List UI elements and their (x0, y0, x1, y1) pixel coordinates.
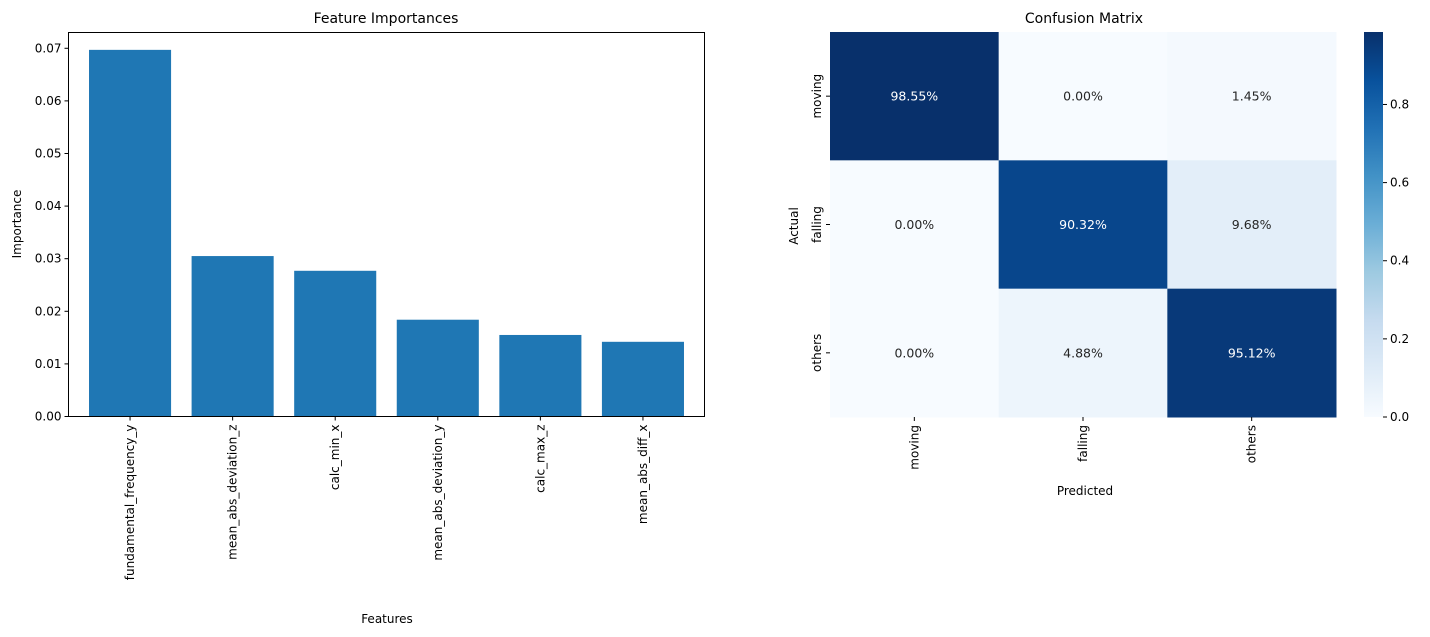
x-tick-label: calc_min_x (328, 425, 342, 491)
heatmap-cell (830, 288, 1000, 418)
bar-fundamental_frequency_y (89, 49, 172, 417)
bar-calc_min_x (294, 270, 377, 417)
heatmap-cell-label: 0.00% (894, 217, 934, 232)
heatmap-cell-label: 0.00% (1063, 89, 1103, 104)
heatmap-cell-label: 90.32% (1059, 217, 1107, 232)
colorbar-tick-label: 0.0 (1390, 410, 1409, 424)
bar-chart-xlabel: Features (361, 612, 413, 626)
heatmap-y-tick-label: moving (810, 74, 824, 119)
y-tick-label: 0.01 (35, 357, 62, 371)
heatmap-title: Confusion Matrix (1025, 11, 1143, 27)
heatmap-cell-label: 1.45% (1232, 89, 1272, 104)
y-tick-label: 0.03 (35, 252, 62, 266)
x-tick-label: mean_abs_diff_x (636, 425, 650, 525)
bar-mean_abs_deviation_z (191, 256, 274, 417)
heatmap-cell-label: 95.12% (1228, 345, 1276, 360)
heatmap-cell (998, 160, 1168, 290)
heatmap-xlabel: Predicted (1057, 484, 1113, 498)
heatmap-cell (1167, 32, 1337, 161)
colorbar-tick-label: 0.6 (1390, 176, 1409, 190)
x-tick-label: fundamental_frequency_y (123, 425, 137, 581)
heatmap-cell (998, 288, 1168, 418)
colorbar (1364, 32, 1383, 417)
colorbar-tick-label: 0.2 (1390, 332, 1409, 346)
heatmap-y-tick-label: others (810, 334, 824, 372)
heatmap-cell (1167, 288, 1337, 418)
feature-importances-chart: Feature Importances 0.00 0.01 0.02 0.03 0.04… (10, 11, 705, 626)
heatmap-cell-label: 98.55% (890, 89, 938, 104)
heatmap-cell (830, 32, 1000, 161)
heatmap-ylabel: Actual (787, 207, 801, 245)
heatmap-cell-label: 4.88% (1063, 345, 1103, 360)
heatmap-x-tick-label: others (1245, 425, 1259, 463)
heatmap-cell-label: 9.68% (1232, 217, 1272, 232)
heatmap-cell (830, 160, 1000, 290)
y-tick-label: 0.02 (35, 304, 62, 318)
y-tick-label: 0.07 (35, 41, 62, 55)
heatmap-y-tick-label: falling (810, 206, 824, 243)
bar-mean_abs_deviation_y (396, 319, 479, 417)
bar-chart-title: Feature Importances (314, 11, 459, 27)
heatmap-cell (1167, 160, 1337, 290)
colorbar-tick-label: 0.8 (1390, 97, 1409, 111)
bar-chart-frame (68, 32, 705, 417)
x-tick-label: calc_max_z (533, 425, 547, 493)
bar-chart-ylabel: Importance (10, 190, 24, 259)
colorbar-tick-label: 0.4 (1390, 254, 1409, 268)
y-tick-label: 0.05 (35, 146, 62, 160)
y-tick-label: 0.04 (35, 199, 62, 213)
y-tick-label: 0.06 (35, 94, 62, 108)
x-tick-label: mean_abs_deviation_y (431, 425, 445, 561)
y-tick-label: 0.00 (35, 410, 62, 424)
heatmap-x-tick-label: moving (907, 425, 921, 470)
x-tick-label: mean_abs_deviation_z (226, 425, 240, 560)
heatmap-x-tick-label: falling (1076, 425, 1090, 462)
bar-mean_abs_diff_x (601, 341, 684, 417)
heatmap-cell (998, 32, 1168, 161)
heatmap-cell-label: 0.00% (894, 345, 934, 360)
bar-calc_max_z (499, 334, 582, 417)
confusion-matrix-chart: Confusion Matrix 98.55% 0.00% 1.45% 0.00% 90… (787, 11, 1409, 498)
